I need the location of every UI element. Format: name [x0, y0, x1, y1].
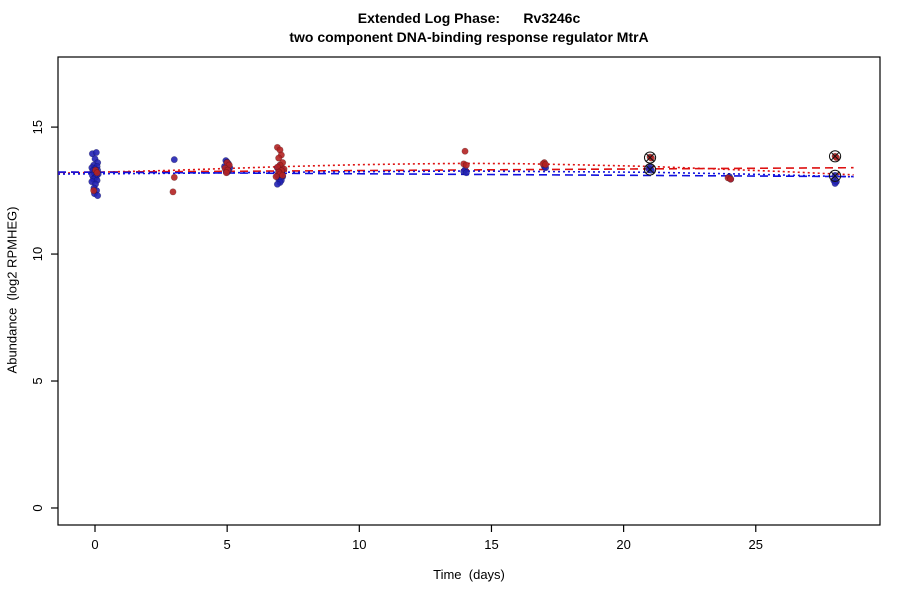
outlier-circle	[643, 151, 657, 164]
chart-title: Extended Log Phase: Rv3246c	[357, 10, 581, 26]
x-tick-label: 5	[224, 537, 231, 552]
red-replicates-point	[462, 161, 470, 169]
blue-replicates-point	[92, 148, 100, 156]
red-replicates-point	[542, 161, 550, 169]
outlier-x-stroke	[645, 153, 655, 162]
red-replicates-point	[169, 188, 177, 196]
blue-replicates-point	[170, 156, 178, 164]
outlier-circle	[828, 150, 842, 163]
red-replicates-point	[461, 147, 469, 155]
x-tick-label: 20	[616, 537, 630, 552]
x-tick-label: 10	[352, 537, 366, 552]
outlier-x-stroke	[645, 165, 655, 174]
outlier-circle	[828, 169, 842, 182]
chart-subtitle: two component DNA-binding response regul…	[289, 29, 649, 45]
red-replicates-point	[279, 171, 287, 179]
y-tick-label: 5	[30, 377, 45, 384]
red-replicates-point	[90, 187, 98, 195]
x-tick-label: 25	[749, 537, 763, 552]
blue-replicates-point	[831, 179, 839, 187]
trend-line-red-linear	[57, 166, 854, 174]
red-replicates-point	[170, 173, 178, 181]
red-replicates-point	[222, 169, 230, 177]
trend-line-blue-linear	[57, 171, 854, 178]
blue-replicates-point	[273, 180, 281, 188]
x-axis-label: Time (days)	[433, 567, 505, 582]
outlier-x-stroke	[830, 171, 840, 181]
red-replicates-point	[275, 154, 283, 162]
x-tick-label: 0	[91, 537, 98, 552]
red-replicates-point	[272, 173, 280, 181]
x-tick-label: 15	[484, 537, 498, 552]
blue-replicates-point	[462, 169, 470, 177]
outlier-x-stroke	[830, 151, 840, 161]
y-tick-label: 10	[30, 247, 45, 261]
y-axis-label: Abundance (log2 RPMHEG)	[4, 206, 20, 374]
red-replicates-point	[647, 154, 655, 162]
y-tick-label: 15	[30, 120, 45, 134]
blue-replicates-point	[94, 192, 102, 200]
y-tick-label: 0	[30, 504, 45, 511]
trend-line-blue-loess	[57, 170, 854, 178]
trend-line-red-loess	[57, 162, 854, 176]
outlier-circle	[643, 163, 657, 176]
red-replicates-point	[93, 169, 101, 177]
plot-box	[57, 56, 881, 526]
red-replicates-point	[727, 175, 735, 183]
